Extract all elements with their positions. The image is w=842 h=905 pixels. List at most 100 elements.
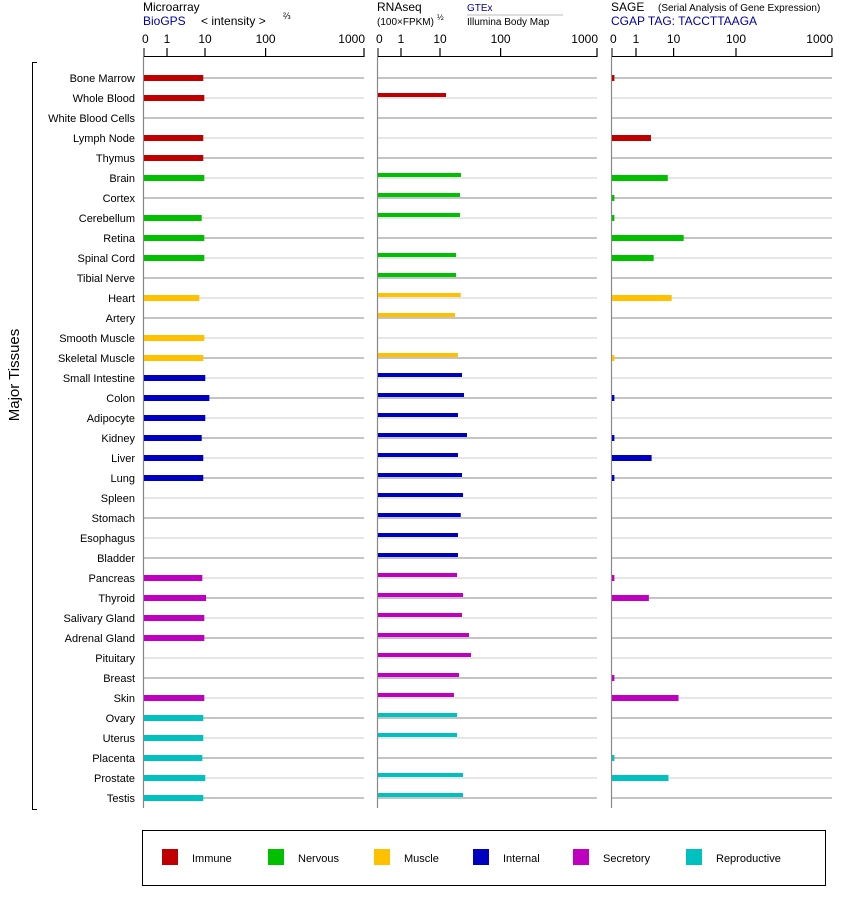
bar-microarray-small-intestine: [144, 375, 206, 381]
bar-sage-retina: [612, 235, 684, 241]
tissue-label: Salivary Gland: [63, 613, 135, 625]
bar-microarray-cerebellum: [144, 215, 202, 221]
panel-2: 0 1 10 100 1000: [610, 32, 833, 808]
legend-swatch-muscle: [374, 849, 390, 865]
bar-rnaseq-tibial-nerve: [378, 273, 457, 277]
bar-rnaseq-kidney: [378, 433, 468, 437]
bar-sage-spinal-cord: [612, 255, 654, 261]
tissue-label: Skin: [114, 693, 135, 705]
bar-microarray-thyroid: [144, 595, 207, 601]
illumina-body-map-label: Illumina Body Map: [467, 17, 550, 28]
tissue-label: Spleen: [101, 493, 135, 505]
bar-rnaseq-stomach: [378, 513, 461, 517]
bar-rnaseq-spleen: [378, 493, 464, 497]
tissue-label: Uterus: [103, 733, 136, 745]
bar-microarray-pancreas: [144, 575, 203, 581]
x-tick-label: 1000: [806, 32, 833, 46]
bar-rnaseq-testis: [378, 793, 464, 797]
sage-title: SAGE: [611, 0, 644, 14]
rnaseq-unit-exponent: ½: [437, 13, 444, 22]
tissue-label: Tibial Nerve: [77, 273, 135, 285]
bar-rnaseq-ovary: [378, 713, 458, 717]
tissue-label: Artery: [106, 313, 136, 325]
bar-microarray-smooth-muscle: [144, 335, 205, 341]
bar-sage-liver: [612, 455, 652, 461]
bar-microarray-adrenal-gland: [144, 635, 205, 641]
x-tick-label: 10: [198, 32, 212, 46]
x-tick-label: 0: [610, 32, 617, 46]
bar-rnaseq-liver: [378, 453, 458, 457]
bar-microarray-colon: [144, 395, 210, 401]
microarray-unit-exponent: ⅔: [283, 11, 291, 21]
bar-microarray-skin: [144, 695, 205, 701]
bar-rnaseq-adipocyte: [378, 413, 458, 417]
tissue-label: Small Intestine: [63, 373, 135, 385]
bar-rnaseq-salivary-gland: [378, 613, 463, 617]
tissue-label: Stomach: [92, 513, 135, 525]
x-tick-label: 1000: [571, 32, 598, 46]
x-tick-label: 1: [633, 32, 640, 46]
legend-swatch-nervous: [268, 849, 284, 865]
bar-sage-thyroid: [612, 595, 649, 601]
bar-microarray-liver: [144, 455, 204, 461]
bar-rnaseq-artery: [378, 313, 456, 317]
tissue-label: Cerebellum: [79, 213, 135, 225]
bar-rnaseq-colon: [378, 393, 465, 397]
bar-microarray-whole-blood: [144, 95, 205, 101]
legend-label-muscle: Muscle: [404, 853, 439, 865]
bar-sage-pancreas: [612, 575, 615, 581]
tissue-label: Cortex: [103, 193, 136, 205]
bar-microarray-retina: [144, 235, 205, 241]
panel-1: 0 1 10 100 1000: [376, 32, 598, 808]
bar-rnaseq-skin: [378, 693, 454, 697]
bar-rnaseq-heart: [378, 293, 461, 297]
bar-sage-bone-marrow: [612, 75, 615, 81]
tissue-label: Liver: [111, 453, 135, 465]
legend-swatch-secretory: [573, 849, 589, 865]
bar-microarray-testis: [144, 795, 204, 801]
x-tick-label: 10: [433, 32, 447, 46]
tissue-label: Lymph Node: [73, 133, 135, 145]
x-tick-label: 100: [256, 32, 276, 46]
legend-label-secretory: Secretory: [603, 853, 651, 865]
tissue-label: Adrenal Gland: [65, 633, 135, 645]
bar-rnaseq-breast: [378, 673, 460, 677]
tissue-label: Pancreas: [89, 573, 136, 585]
bar-sage-skin: [612, 695, 679, 701]
gtex-link[interactable]: GTEx: [467, 3, 493, 14]
tissue-label: Bladder: [97, 553, 135, 565]
microarray-unit: < intensity >: [201, 14, 266, 28]
tissue-label: Lung: [111, 473, 135, 485]
tissue-label: Kidney: [101, 433, 135, 445]
legend-label-reproductive: Reproductive: [716, 853, 781, 865]
bar-sage-prostate: [612, 775, 669, 781]
legend-swatch-reproductive: [686, 849, 702, 865]
bar-microarray-uterus: [144, 735, 204, 741]
x-tick-label: 1: [164, 32, 171, 46]
biogps-link[interactable]: BioGPS: [143, 14, 186, 28]
bar-rnaseq-small-intestine: [378, 373, 463, 377]
tissue-label: Heart: [108, 293, 135, 305]
x-tick-label: 100: [491, 32, 511, 46]
tissue-label: Pituitary: [95, 653, 135, 665]
bar-sage-kidney: [612, 435, 615, 441]
tissue-label: Bone Marrow: [70, 73, 135, 85]
bar-rnaseq-skeletal-muscle: [378, 353, 458, 357]
bar-sage-skeletal-muscle: [612, 355, 615, 361]
bar-microarray-placenta: [144, 755, 203, 761]
x-tick-label: 1000: [338, 32, 365, 46]
bar-sage-brain: [612, 175, 668, 181]
tissue-label: Placenta: [92, 753, 136, 765]
tissue-label: White Blood Cells: [48, 113, 135, 125]
tissue-label: Ovary: [106, 713, 136, 725]
x-tick-label: 100: [726, 32, 746, 46]
bar-rnaseq-adrenal-gland: [378, 633, 470, 637]
bar-microarray-lung: [144, 475, 204, 481]
microarray-title: Microarray: [143, 0, 200, 14]
tissue-label: Skeletal Muscle: [58, 353, 135, 365]
x-tick-label: 10: [667, 32, 681, 46]
tissue-label: Colon: [106, 393, 135, 405]
bar-sage-breast: [612, 675, 615, 681]
cgap-tag-link[interactable]: CGAP TAG: TACCTTAAGA: [611, 14, 757, 28]
